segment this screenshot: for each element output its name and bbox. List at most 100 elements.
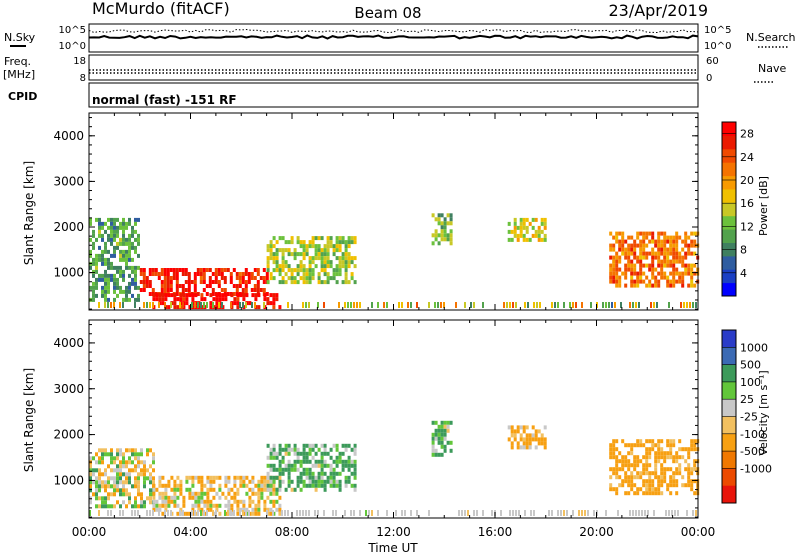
echo-cell <box>296 475 300 480</box>
echo-cell <box>125 472 128 477</box>
echo-cell <box>543 437 547 442</box>
echo-cell <box>92 297 95 302</box>
echo-cell <box>540 217 544 222</box>
echo-cell <box>401 510 403 516</box>
echo-cell <box>644 510 646 516</box>
echo-cell <box>633 483 637 488</box>
echo-cell <box>169 284 173 288</box>
echo-cell <box>203 483 207 488</box>
echo-cell <box>101 253 104 258</box>
echo-cell <box>284 510 286 516</box>
echo-cell <box>296 280 300 285</box>
echo-cell <box>266 256 270 261</box>
echo-cell <box>284 463 288 468</box>
echo-cell <box>642 255 646 260</box>
echo-cell <box>269 244 273 249</box>
echo-cell <box>678 439 682 444</box>
echo-cell <box>89 253 92 258</box>
echo-cell <box>290 276 294 281</box>
echo-cell <box>434 452 438 457</box>
echo-cell <box>636 283 640 288</box>
echo-cell <box>323 260 327 265</box>
echo-cell <box>347 240 351 245</box>
echo-cell <box>239 293 243 298</box>
echo-cell <box>98 456 101 461</box>
echo-cell <box>116 225 119 230</box>
echo-cell <box>305 451 309 456</box>
echo-cell <box>257 293 261 298</box>
power-ylabel: Slant Range [km] <box>22 161 36 265</box>
echo-cell <box>287 463 291 468</box>
echo-cell <box>131 245 134 250</box>
echo-cell <box>675 231 679 236</box>
echo-cell <box>275 256 279 261</box>
echo-cell <box>329 447 333 452</box>
echo-cell <box>248 479 252 484</box>
echo-cell <box>152 302 154 308</box>
echo-cell <box>119 468 122 473</box>
echo-cell <box>125 289 128 294</box>
echo-cell <box>657 483 661 488</box>
echo-cell <box>618 231 622 236</box>
echo-cell <box>248 503 252 508</box>
echo-cell <box>131 448 134 453</box>
echo-cell <box>630 483 634 488</box>
echo-cell <box>510 441 514 446</box>
echo-cell <box>651 267 655 272</box>
echo-cell <box>137 472 140 477</box>
echo-cell <box>440 428 444 433</box>
echo-cell <box>134 273 137 278</box>
echo-cell <box>179 491 183 496</box>
echo-cell <box>624 275 628 280</box>
echo-cell <box>116 233 119 238</box>
echo-cell <box>353 447 357 452</box>
echo-cell <box>131 460 134 465</box>
echo-cell <box>119 460 122 465</box>
echo-cell <box>633 267 637 272</box>
echo-cell <box>239 507 243 512</box>
echo-cell <box>522 217 526 222</box>
echo-cell <box>101 456 104 461</box>
echo-cell <box>398 302 400 308</box>
echo-cell <box>128 460 131 465</box>
echo-cell <box>173 297 177 302</box>
echo-cell <box>95 257 98 262</box>
echo-cell <box>344 483 348 488</box>
echo-cell <box>173 293 177 298</box>
echo-cell <box>437 217 441 222</box>
echo-cell <box>681 271 685 276</box>
echo-cell <box>122 237 125 242</box>
echo-cell <box>669 467 673 472</box>
echo-cell <box>672 259 676 264</box>
echo-cell <box>491 510 493 516</box>
echo-cell <box>335 256 339 261</box>
echo-cell <box>314 479 318 484</box>
echo-cell <box>353 510 355 516</box>
echo-cell <box>566 510 568 516</box>
echo-cell <box>350 240 354 245</box>
echo-cell <box>440 424 444 429</box>
echo-cell <box>128 297 131 302</box>
echo-cell <box>215 297 219 302</box>
echo-cell <box>272 276 276 281</box>
colorbar-swatch <box>722 485 736 504</box>
echo-cell <box>654 491 658 496</box>
colorbar-tick-label: 28 <box>740 128 754 141</box>
echo-cell <box>182 293 186 298</box>
echo-cell <box>197 475 201 480</box>
echo-cell <box>672 483 676 488</box>
echo-cell <box>287 443 291 448</box>
echo-cell <box>431 420 435 425</box>
echo-cell <box>323 302 325 308</box>
echo-cell <box>663 259 667 264</box>
echo-cell <box>305 467 309 472</box>
echo-cell <box>627 263 631 268</box>
echo-cell <box>143 504 146 509</box>
echo-cell <box>245 491 249 496</box>
echo-cell <box>152 495 156 500</box>
echo-cell <box>275 248 279 253</box>
echo-cell <box>191 293 195 298</box>
echo-cell <box>95 488 98 493</box>
echo-cell <box>116 245 119 250</box>
